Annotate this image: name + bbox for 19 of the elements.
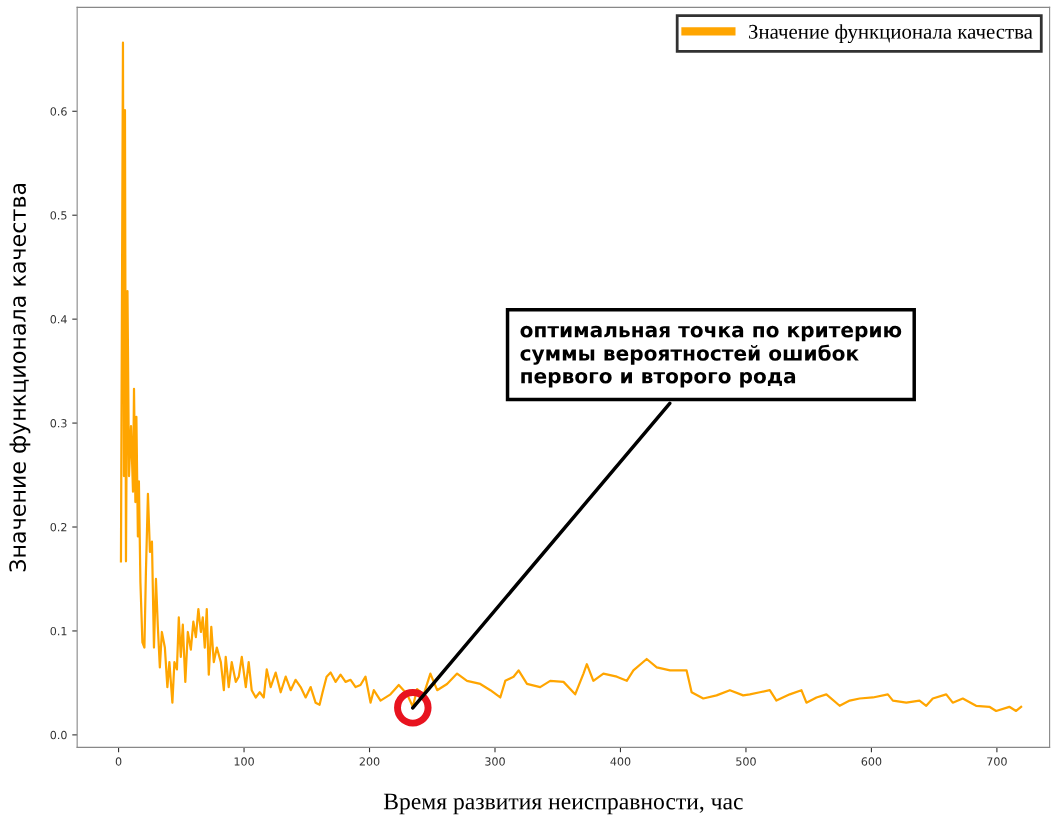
y-tick-label: 0.0: [50, 730, 67, 740]
x-tick-label: 0: [115, 757, 122, 766]
y-tick-label: 0.5: [50, 211, 67, 220]
x-tick-label: 600: [861, 757, 882, 766]
y-tick-label: 0.4: [50, 315, 67, 324]
annotation: оптимальная точка по критерию суммы вероятностей ошибок первого и второго рода: [520, 325, 902, 388]
x-tick-label: 300: [485, 757, 505, 766]
x-tick-label: 700: [987, 757, 1007, 766]
y-axis-title: Значение функционала качества: [9, 183, 31, 572]
y-tick-label: 0.6: [50, 107, 67, 116]
legend-label: Значение функционала качества: [749, 24, 1033, 44]
x-axis-title: Время развития неисправности, час: [383, 793, 743, 815]
y-tick-label: 0.1: [50, 626, 67, 636]
x-tick-label: 400: [610, 757, 631, 766]
x-tick-label: 100: [234, 757, 254, 766]
y-tick-label: 0.2: [50, 522, 67, 532]
y-tick-label: 0.3: [50, 419, 67, 428]
x-tick-label: 500: [736, 757, 756, 766]
x-tick-label: 200: [359, 757, 380, 766]
